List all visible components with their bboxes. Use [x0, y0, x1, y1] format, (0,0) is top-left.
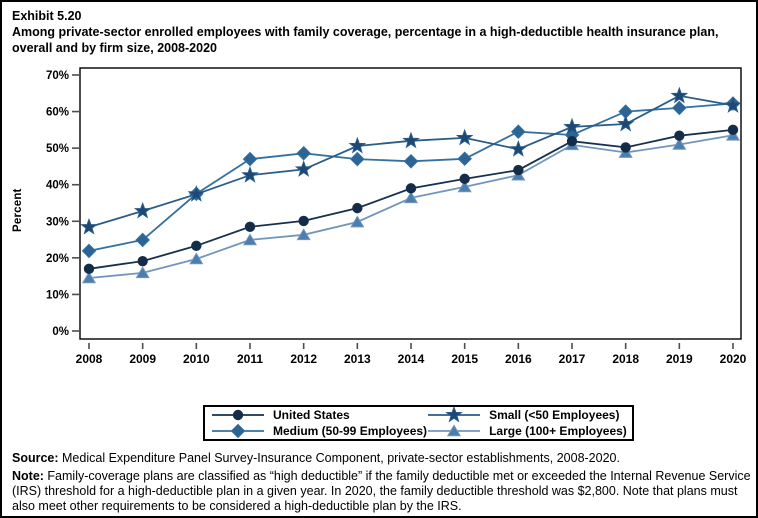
x-axis-tick-label: 2018 [612, 352, 639, 366]
data-point-united-states [513, 164, 524, 176]
data-point-large-100-employees [403, 191, 419, 204]
data-point-small-50-employees [187, 184, 206, 202]
x-axis-tick-label: 2016 [505, 352, 532, 366]
y-axis-tick-label: 50% [46, 143, 69, 155]
x-axis-tick-label: 2020 [720, 352, 747, 366]
data-point-medium-50-99-employees [672, 100, 687, 116]
data-point-large-100-employees [135, 266, 150, 279]
data-point-large-100-employees [81, 271, 97, 284]
data-point-united-states [137, 255, 148, 267]
exhibit-number: Exhibit 5.20 [12, 9, 82, 23]
x-axis-tick-label: 2015 [451, 352, 478, 366]
data-point-united-states [191, 240, 202, 251]
data-point-large-100-employees [189, 252, 204, 265]
x-axis-tick-label: 2014 [398, 352, 425, 366]
plot-frame [79, 67, 742, 340]
data-point-large-100-employees [242, 233, 258, 246]
data-point-small-50-employees [294, 160, 313, 177]
legend-item-label: Large (100+ Employees) [489, 424, 627, 438]
data-point-small-50-employees [133, 201, 152, 219]
data-point-small-50-employees [670, 86, 689, 104]
data-point-small-50-employees [455, 128, 474, 146]
legend-item-united-states: United States [211, 407, 427, 423]
data-point-small-50-employees [402, 131, 420, 149]
data-point-united-states [674, 130, 685, 141]
y-axis-tick-label: 60% [46, 107, 69, 119]
data-point-united-states [298, 215, 309, 227]
data-point-united-states [352, 202, 363, 214]
y-axis-tick-label: 70% [46, 70, 69, 82]
y-axis-tick-label: 10% [46, 289, 69, 301]
x-axis-tick-label: 2010 [183, 352, 210, 366]
x-axis-tick-label: 2011 [237, 352, 263, 366]
x-axis-tick-label: 2013 [344, 352, 371, 366]
legend-sample-marker [232, 409, 244, 421]
data-point-medium-50-99-employees [457, 151, 472, 167]
y-axis-tick-label: 30% [46, 216, 69, 228]
data-point-united-states [244, 221, 256, 232]
data-point-small-50-employees [616, 114, 635, 132]
data-point-small-50-employees [80, 217, 98, 235]
legend-item-label: Medium (50-99 Employees) [273, 424, 428, 438]
star-marker-icon [428, 407, 481, 423]
legend-sample-marker [446, 424, 462, 437]
title-block: Exhibit 5.20 Among private-sector enroll… [12, 8, 754, 56]
data-point-small-50-employees [241, 165, 259, 183]
source-text: Medical Expenditure Panel Survey-Insuran… [58, 451, 620, 465]
legend-sample-marker [230, 423, 246, 439]
data-point-small-50-employees [563, 117, 581, 135]
legend-item-label: United States [273, 408, 350, 422]
circle-marker-icon [212, 409, 264, 421]
data-point-united-states [405, 183, 417, 194]
x-axis-tick-label: 2017 [559, 352, 586, 366]
y-axis-tick-label: 20% [46, 253, 69, 265]
source-line: Source: Medical Expenditure Panel Survey… [12, 451, 756, 466]
x-axis-tick-label: 2009 [129, 352, 156, 366]
x-axis-tick-label: 2012 [290, 352, 317, 366]
data-point-medium-50-99-employees [242, 151, 258, 167]
data-point-medium-50-99-employees [81, 243, 97, 259]
chart-legend: United States Small (<50 Employees) Medium… [203, 405, 634, 441]
note-label: Note: [12, 469, 44, 483]
data-point-large-100-employees [672, 137, 687, 150]
data-point-medium-50-99-employees [350, 151, 365, 167]
diamond-marker-icon [212, 423, 264, 439]
series-line-medium-50-99-employees [88, 102, 734, 252]
legend-item-small-50-employees: Small (<50 Employees) [427, 407, 627, 423]
data-point-united-states [620, 142, 631, 153]
legend-item-medium-50-99-employees: Medium (50-99 Employees) [211, 423, 427, 439]
line-chart-canvas: 0% 10% 20% 30% 40% 50% 60% 70% 2008 2009 2010 2011 2… [46, 67, 747, 366]
data-point-medium-50-99-employees [511, 124, 526, 139]
note-line: Note: Family-coverage plans are classifi… [12, 469, 756, 514]
legend-item-label: Small (<50 Employees) [489, 408, 620, 422]
source-label: Source: [12, 451, 59, 465]
data-point-united-states [727, 124, 739, 136]
y-axis-tick-label: 40% [46, 180, 69, 192]
legend-item-large-100-employees: Large (100+ Employees) [427, 423, 627, 439]
data-point-united-states [566, 135, 578, 147]
data-point-medium-50-99-employees [135, 232, 150, 248]
data-point-small-50-employees [348, 136, 367, 154]
data-point-small-50-employees [724, 96, 742, 113]
note-text: Family-coverage plans are classified as … [12, 469, 751, 513]
data-point-large-100-employees [350, 215, 365, 228]
triangle-marker-icon [428, 424, 481, 437]
data-point-large-100-employees [457, 180, 472, 193]
chart-title: Among private-sector enrolled employees … [12, 25, 719, 55]
y-axis-tick-label: 0% [52, 326, 69, 338]
legend-sample-marker [445, 407, 463, 423]
data-point-small-50-employees [509, 139, 528, 157]
data-point-united-states [83, 263, 95, 275]
data-point-large-100-employees [296, 228, 311, 241]
data-point-medium-50-99-employees [403, 154, 419, 169]
data-point-medium-50-99-employees [296, 145, 311, 161]
data-point-united-states [459, 173, 470, 185]
x-axis-tick-label: 2019 [666, 352, 693, 366]
x-axis-tick-label: 2008 [76, 352, 103, 366]
